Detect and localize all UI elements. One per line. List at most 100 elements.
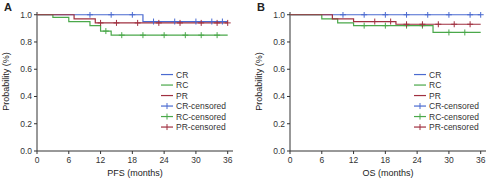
- censor-mark: [172, 19, 178, 25]
- censor-mark: [340, 12, 346, 18]
- x-tick-label: 6: [66, 155, 71, 165]
- y-tick: [34, 41, 37, 42]
- censor-mark: [119, 32, 125, 38]
- x-tick-label: 0: [35, 155, 40, 165]
- x-tick-label: 30: [444, 155, 454, 165]
- censor-mark: [98, 20, 104, 26]
- y-tick-label: 0.2: [20, 119, 32, 129]
- legend: CRRCPRCR-censoredRC-censoredPR-censored: [161, 70, 226, 133]
- y-tick-label: 0.0: [20, 146, 32, 156]
- legend-swatch: [420, 114, 421, 120]
- censor-mark: [419, 21, 425, 27]
- panel-label: A: [4, 1, 12, 13]
- y-tick: [34, 69, 37, 70]
- censor-mark: [382, 23, 388, 29]
- y-axis-label: Probability (%): [1, 52, 11, 111]
- chart-root: A0.00.20.40.60.81.0061218243036PFS (mont…: [0, 0, 500, 181]
- censor-mark: [103, 28, 109, 34]
- y-tick: [287, 123, 290, 124]
- censor-mark: [182, 32, 188, 38]
- censor-mark: [478, 12, 484, 18]
- censor-mark: [361, 12, 367, 18]
- censor-mark: [129, 12, 135, 18]
- legend-label: RC: [176, 80, 188, 90]
- legend-label: PR-censored: [429, 122, 479, 132]
- x-tick-label: 36: [223, 155, 233, 165]
- y-tick: [287, 14, 290, 15]
- legend-label: PR-censored: [176, 122, 226, 132]
- y-tick-label: 0.8: [273, 37, 285, 47]
- censor-mark: [209, 19, 215, 25]
- legend-label: RC-censored: [429, 112, 479, 122]
- survival-curve: [37, 15, 228, 35]
- censor-mark: [214, 32, 220, 38]
- x-axis-label: OS (months): [362, 168, 413, 178]
- censor-mark: [151, 19, 157, 25]
- censor-mark: [446, 12, 452, 18]
- censor-mark: [198, 20, 204, 26]
- legend-swatch: [420, 124, 421, 130]
- x-axis: [290, 151, 486, 152]
- censor-mark: [404, 21, 410, 27]
- y-axis: [37, 12, 38, 151]
- censor-mark: [435, 21, 441, 27]
- x-tick: [227, 151, 228, 154]
- legend-swatch: [161, 74, 173, 75]
- y-tick-label: 0.6: [273, 64, 285, 74]
- y-tick-label: 0.0: [273, 146, 285, 156]
- y-tick: [287, 96, 290, 97]
- censor-mark: [87, 12, 93, 18]
- legend-swatch: [414, 95, 426, 96]
- legend-label: CR-censored: [176, 101, 226, 111]
- censor-mark: [372, 19, 378, 25]
- x-tick-label: 36: [476, 155, 486, 165]
- censor-mark: [198, 32, 204, 38]
- x-tick-label: 18: [381, 155, 391, 165]
- x-axis: [37, 151, 233, 152]
- censor-mark: [156, 20, 162, 26]
- x-tick-label: 18: [128, 155, 138, 165]
- legend-swatch: [167, 103, 168, 109]
- plot-area: [37, 12, 231, 38]
- censor-mark: [467, 12, 473, 18]
- legend: CRRCPRCR-censoredRC-censoredPR-censored: [414, 70, 479, 133]
- x-tick: [68, 151, 69, 154]
- x-tick: [385, 151, 386, 154]
- censor-mark: [225, 20, 231, 26]
- x-tick: [480, 151, 481, 154]
- x-tick: [100, 151, 101, 154]
- chart-svg: A0.00.20.40.60.81.0061218243036PFS (mont…: [0, 0, 500, 181]
- legend-label: PR: [429, 91, 441, 101]
- censor-mark: [446, 29, 452, 35]
- plot-area: [290, 12, 484, 35]
- censor-mark: [462, 29, 468, 35]
- x-tick-label: 24: [412, 155, 422, 165]
- y-tick-label: 1.0: [20, 10, 32, 20]
- legend-label: CR: [429, 70, 441, 80]
- x-tick-label: 24: [159, 155, 169, 165]
- x-tick-label: 0: [288, 155, 293, 165]
- y-axis-label: Probability (%): [254, 52, 264, 111]
- x-tick: [448, 151, 449, 154]
- y-tick-label: 1.0: [273, 10, 285, 20]
- y-tick: [34, 14, 37, 15]
- panel: A0.00.20.40.60.81.0061218243036PFS (mont…: [1, 1, 233, 178]
- x-tick-label: 12: [96, 155, 106, 165]
- legend-label: PR: [176, 91, 188, 101]
- x-tick-label: 12: [349, 155, 359, 165]
- legend-swatch: [414, 74, 426, 75]
- x-tick: [164, 151, 165, 154]
- censor-mark: [382, 12, 388, 18]
- censor-mark: [467, 21, 473, 27]
- censor-mark: [135, 20, 141, 26]
- censor-mark: [108, 12, 114, 18]
- x-tick: [37, 151, 38, 154]
- x-tick-label: 6: [319, 155, 324, 165]
- censor-mark: [451, 21, 457, 27]
- x-axis-label: PFS (months): [107, 168, 163, 178]
- censor-mark: [193, 19, 199, 25]
- legend-label: RC: [429, 80, 441, 90]
- legend-label: CR-censored: [429, 101, 479, 111]
- legend-swatch: [420, 103, 421, 109]
- legend-swatch: [161, 95, 173, 96]
